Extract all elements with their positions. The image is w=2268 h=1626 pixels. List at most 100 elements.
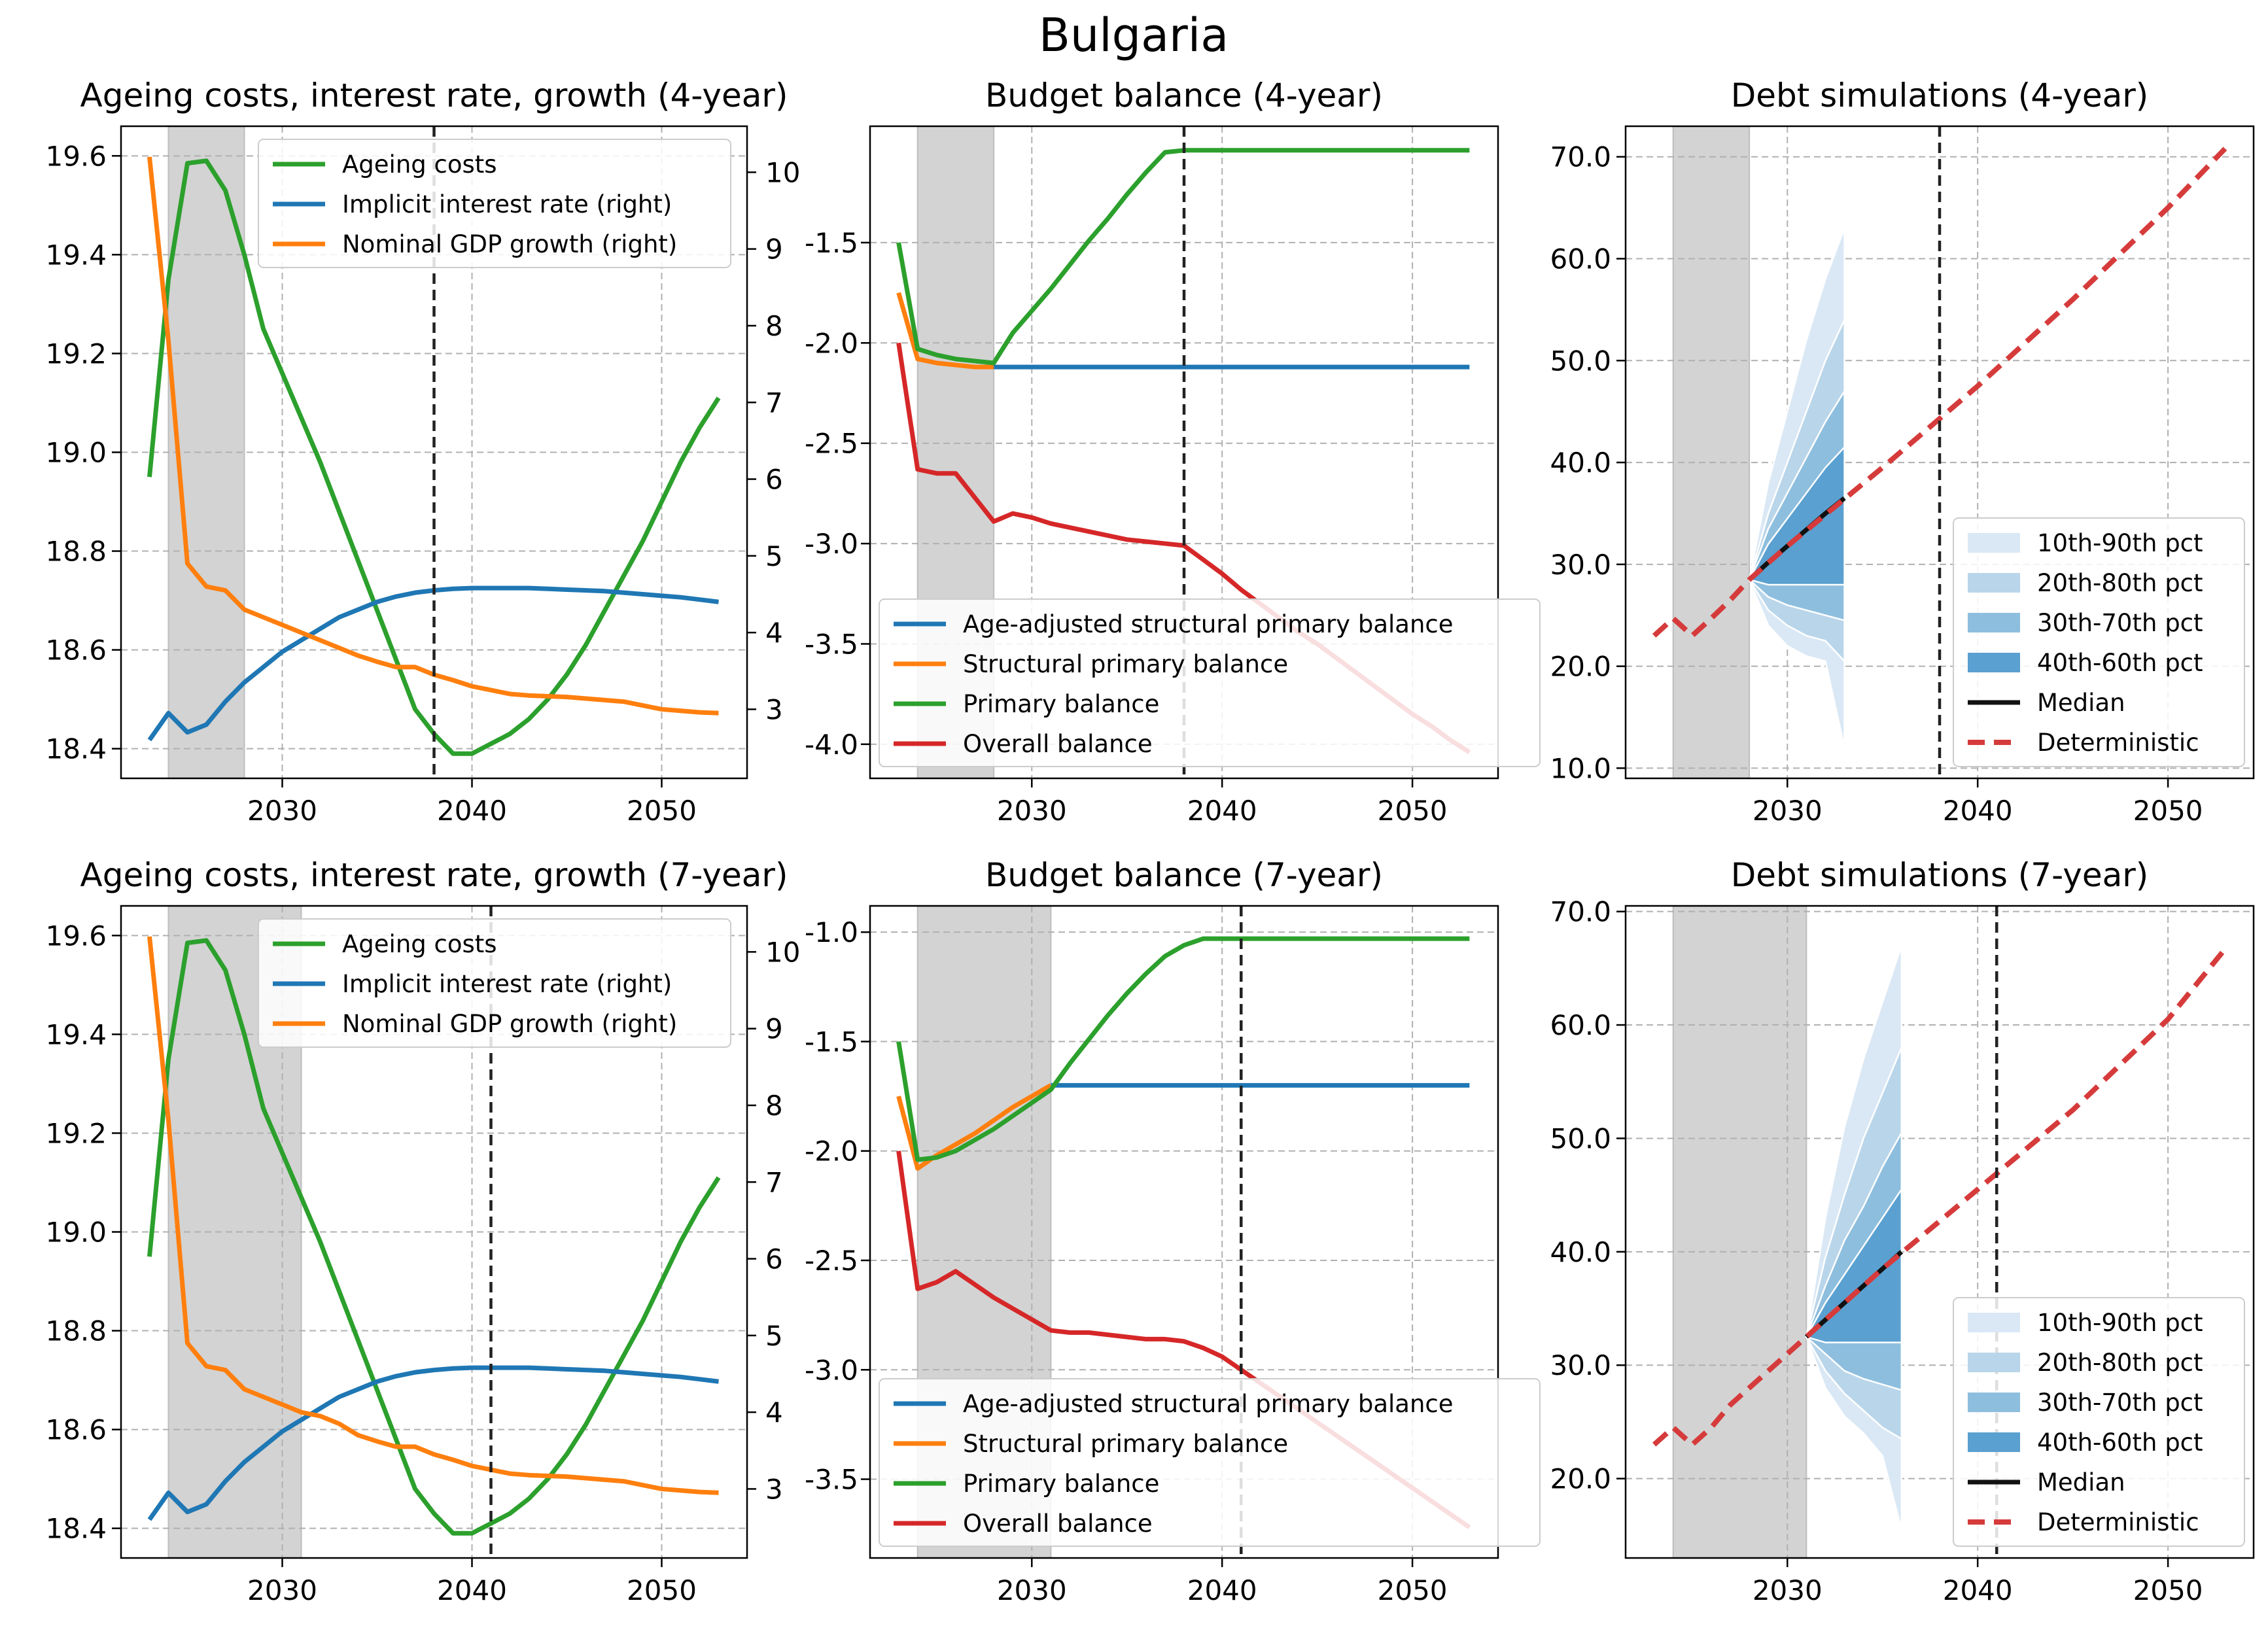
legend-label: 10th-90th pct (2037, 1309, 2203, 1337)
legend-label: Implicit interest rate (right) (342, 970, 672, 998)
fan-band-40-60 (1748, 445, 1845, 586)
x-tick-label: 2030 (247, 795, 317, 827)
x-tick-label: 2030 (1753, 795, 1823, 827)
x-tick-label: 2040 (1943, 795, 2013, 827)
legend-label: Median (2037, 1468, 2125, 1496)
y-tick-label: 19.4 (45, 1018, 107, 1050)
chart-title: Budget balance (7-year) (985, 856, 1383, 894)
legend-frame (258, 139, 731, 268)
y2-tick-label: 8 (765, 1090, 783, 1122)
y-tick-label: -2.5 (805, 428, 858, 460)
chart-budget7: 2030 2040 2050 -3.5 -3.0 -2.5 -2.0 -1.5 -1.0 Budg… (805, 856, 1541, 1606)
legend-swatch (1968, 533, 2020, 553)
deterministic-line (1652, 947, 2227, 1447)
series-line-1 (147, 1365, 719, 1521)
legend-label: Structural primary balance (963, 650, 1288, 678)
legend-label: Ageing costs (342, 150, 497, 179)
y-tick-label: -2.0 (805, 1135, 858, 1168)
legend-label: Primary balance (963, 690, 1159, 718)
series-line-2 (147, 936, 719, 1495)
plot-area (147, 936, 721, 1536)
x-tick-label: 2030 (247, 1574, 317, 1606)
x-tick-label: 2040 (1943, 1574, 2013, 1606)
y-tick-label: 18.8 (45, 1315, 107, 1347)
y2-tick-label: 7 (765, 387, 783, 419)
legend-frame (1953, 1297, 2245, 1547)
series-line-0 (147, 938, 721, 1536)
legend-label: Structural primary balance (963, 1430, 1288, 1458)
legend-label: Age-adjusted structural primary balance (963, 1390, 1454, 1418)
y-tick-label: 30.0 (1550, 1349, 1611, 1381)
plot-area (1652, 945, 2227, 1530)
chart-debt4: 2030 2040 2050 10.0 20.0 30.0 40.0 50.0 60.0 70.0… (1550, 77, 2255, 827)
legend: Ageing costs Implicit interest rate (righ… (258, 139, 731, 268)
y-tick-label: -3.5 (805, 1464, 858, 1496)
chart-title: Debt simulations (7-year) (1731, 856, 2149, 894)
y-tick-label: 50.0 (1550, 345, 1611, 377)
legend: Age-adjusted structural primary balance S… (879, 1378, 1541, 1547)
y-tick-label: -3.0 (805, 528, 858, 560)
y-tick-label: 19.2 (45, 337, 107, 370)
legend-label: Implicit interest rate (right) (342, 190, 672, 218)
legend-label: 10th-90th pct (2037, 529, 2203, 557)
legend-swatch (1968, 613, 2020, 632)
deterministic-line (1652, 147, 2227, 638)
chart-ageing4: 2030 2040 2050 18.4 18.6 18.8 19.0 19.2 19.4 19.6… (45, 77, 800, 827)
x-tick-label: 2050 (1378, 1574, 1448, 1606)
series-line-1 (896, 1083, 1053, 1171)
x-tick-label: 2040 (1187, 795, 1257, 827)
y-tick-label: 18.4 (45, 733, 107, 765)
y-tick-label: 19.6 (45, 140, 107, 172)
y2-tick-label: 4 (765, 1396, 783, 1428)
y2-tick-label: 9 (765, 1013, 783, 1045)
y-tick-label: 70.0 (1550, 141, 1611, 173)
y-tick-label: 20.0 (1550, 1463, 1611, 1495)
legend-label: Overall balance (963, 730, 1153, 758)
legend-label: Age-adjusted structural primary balance (963, 610, 1454, 638)
figure-title: Bulgaria (1039, 9, 1229, 62)
y2-tick-label: 8 (765, 310, 783, 342)
y-tick-label: -4.0 (805, 729, 858, 761)
y2-tick-label: 9 (765, 234, 783, 266)
legend-label: 30th-70th pct (2037, 609, 2203, 637)
x-tick-label: 2040 (1187, 1574, 1257, 1606)
y-tick-label: -1.5 (805, 227, 858, 259)
y-tick-label: 19.2 (45, 1117, 107, 1149)
y-tick-label: 30.0 (1550, 549, 1611, 581)
y-tick-label: 10.0 (1550, 752, 1611, 784)
legend-label: 20th-80th pct (2037, 1349, 2203, 1377)
legend-swatch (1968, 1432, 2020, 1452)
legend-frame (879, 1378, 1541, 1547)
legend: 10th-90th pct 20th-80th pct 30th-70th pct 4… (1953, 517, 2245, 767)
y-tick-label: -3.0 (805, 1354, 858, 1386)
y-tick-label: -3.5 (805, 628, 858, 660)
x-tick-label: 2030 (997, 1574, 1067, 1606)
x-tick-label: 2040 (437, 795, 507, 827)
legend-label: Overall balance (963, 1510, 1153, 1538)
y2-tick-label: 5 (765, 540, 783, 572)
y2-tick-label: 10 (765, 156, 800, 188)
y-tick-label: 18.6 (45, 634, 107, 666)
legend-label: Primary balance (963, 1470, 1159, 1498)
y2-tick-label: 10 (765, 936, 800, 968)
y-tick-label: 18.4 (45, 1513, 107, 1545)
legend-label: 20th-80th pct (2037, 569, 2203, 597)
x-tick-label: 2050 (2133, 795, 2203, 827)
y-tick-label: 19.0 (45, 437, 107, 469)
legend-label: Median (2037, 689, 2125, 717)
y-tick-label: -2.5 (805, 1245, 858, 1277)
axes-frame (1624, 125, 2255, 780)
y2-tick-label: 5 (765, 1320, 783, 1352)
legend-swatch (1968, 1313, 2020, 1332)
y-tick-label: -2.0 (805, 327, 858, 359)
x-tick-label: 2030 (997, 795, 1067, 827)
x-tick-label: 2030 (1753, 1574, 1823, 1606)
legend-swatch (1968, 1392, 2020, 1412)
chart-title: Budget balance (4-year) (985, 77, 1383, 114)
legend: Ageing costs Implicit interest rate (righ… (258, 918, 731, 1048)
legend: 10th-90th pct 20th-80th pct 30th-70th pct 4… (1953, 1297, 2245, 1547)
y-tick-label: 40.0 (1550, 1236, 1611, 1268)
plot-area (1652, 147, 2227, 748)
y-tick-label: 40.0 (1550, 447, 1611, 479)
legend-label: Ageing costs (342, 930, 497, 958)
